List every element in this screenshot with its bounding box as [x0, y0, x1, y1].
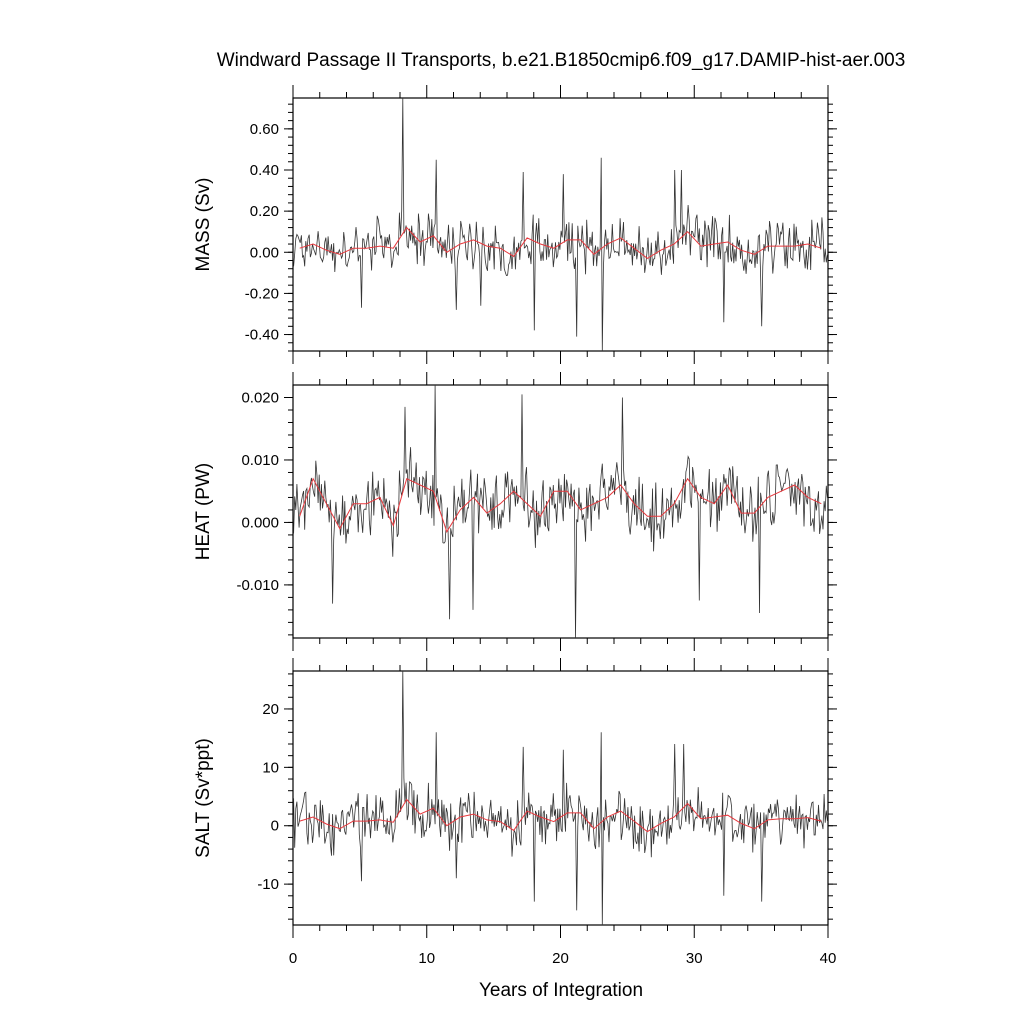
heat-ytick-label: 0.010 [241, 452, 279, 469]
mass-monthly-series [293, 97, 828, 352]
salt-ytick-label: 0 [271, 818, 279, 835]
x-axis-label: Years of Integration [479, 980, 643, 1001]
x-tick-label: 0 [289, 950, 297, 967]
salt-monthly-series [293, 670, 828, 926]
heat-ytick-label: -0.010 [236, 577, 279, 594]
mass-y-axis-label: MASS (Sv) [193, 178, 214, 272]
mass-frame [292, 97, 829, 352]
chart-title: Windward Passage II Transports, b.e21.B1… [217, 50, 906, 71]
salt-annual-series [299, 798, 822, 833]
heat-panel: -0.010 0.000 0.010 0.020 HEAT (PW) [193, 372, 837, 651]
salt-ytick-label: 10 [262, 759, 279, 776]
x-tick-label: 30 [686, 950, 703, 967]
heat-annual-series [299, 477, 822, 533]
x-tick-label: 10 [418, 950, 435, 967]
heat-monthly-series [293, 384, 828, 639]
heat-ytick-label: 0.000 [241, 514, 279, 531]
mass-ytick-label: 0.00 [250, 244, 279, 261]
mass-ytick-label: 0.40 [250, 162, 279, 179]
mass-ytick-label: 0.20 [250, 203, 279, 220]
x-tick-label: 20 [552, 950, 569, 967]
salt-y-axis-label: SALT (Sv*ppt) [193, 738, 214, 858]
salt-panel: -10 0 10 20 SALT (Sv*ppt) [193, 658, 837, 938]
salt-ytick-label: -10 [257, 876, 279, 893]
mass-ytick-label: -0.20 [245, 285, 279, 302]
heat-y-axis-label: HEAT (PW) [193, 463, 214, 560]
salt-ytick-label: 20 [262, 701, 279, 718]
heat-ytick-label: 0.020 [241, 389, 279, 406]
mass-ytick-label: -0.40 [245, 327, 279, 344]
mass-ytick-label: 0.60 [250, 121, 279, 138]
salt-frame [292, 670, 829, 926]
mass-panel: -0.40 -0.20 0.00 0.20 0.40 0.60 MASS (Sv) [193, 85, 837, 364]
chart-panels: -0.40 -0.20 0.00 0.20 0.40 0.60 MASS (Sv) -0.01… [193, 85, 837, 967]
x-tick-label: 40 [820, 950, 837, 967]
mass-annual-series [299, 226, 822, 260]
